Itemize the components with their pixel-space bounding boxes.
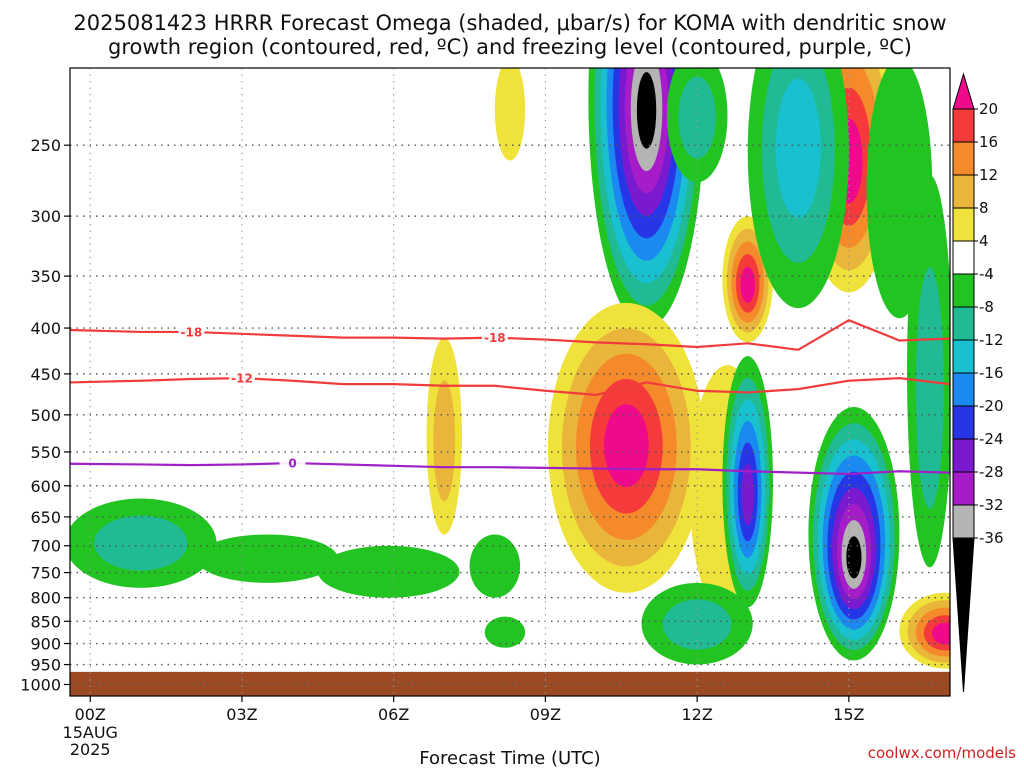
omega-band-f6-8 [846,536,862,579]
y-tick-label-650: 650 [30,508,61,527]
colorbar-label--4: -4 [979,265,994,283]
colorbar-label--36: -36 [979,529,1004,547]
colorbar-swatch-10 [952,405,975,440]
colorbar-label-16: 16 [979,133,998,151]
colorbar: 20 16 12 8 4 -4 -8 -12 -16 -20 -24 -28 -32 -36 [952,72,1004,693]
colorbar-swatch-1 [952,108,975,143]
y-tick-label-600: 600 [30,477,61,496]
colorbar-label--12: -12 [979,331,1004,349]
temperature-contours: -18 -18 -12 0 [70,318,950,476]
contour-line--18 [70,318,950,351]
omega-band-f11-4 [931,622,950,645]
x-tick-label-09Z: 09Z [530,705,561,724]
contour-label-bg--18-0 [178,324,205,339]
colorbar-swatch-12 [952,471,975,506]
y-tick-label-1000: 1000 [20,676,61,695]
terrain-surface [70,671,950,696]
omega-band-f18-0 [469,534,521,598]
omega-band-f0-8 [636,72,657,149]
omega-band-f19-0 [484,616,526,648]
colorbar-label-4: 4 [979,232,989,250]
contour-label--18-0: -18 [181,325,203,339]
x-tick-label-00Z: 00Z [75,705,106,724]
contour-line-0 [70,461,950,476]
y-tick-label-950: 950 [30,656,61,675]
colorbar-label-20: 20 [979,100,998,118]
omega-band-f13-0 [494,68,526,161]
colorbar-label--32: -32 [979,496,1004,514]
colorbar-swatch-bottom-arrow [952,537,975,693]
y-tick-label-300: 300 [30,207,61,226]
colorbar-label-8: 8 [979,199,989,217]
contour-label--12-0: -12 [231,372,253,386]
y-axis: 250 300 350 400 450 500 550 600 650 700 750 800 850 9… [20,136,70,695]
y-tick-label-900: 900 [30,635,61,654]
y-tick-label-550: 550 [30,443,61,462]
contour-label-bg--18-1 [481,330,508,345]
omega-band-f5-4 [740,266,755,303]
colorbar-label-12: 12 [979,166,998,184]
colorbar-swatch-9 [952,372,975,407]
omega-band-f7-5 [741,464,754,525]
x-axis-title: Forecast Time (UTC) [419,748,600,768]
plot-frame [69,67,951,697]
colorbar-swatch-6 [952,273,975,308]
omega-band-f9-2 [775,78,821,218]
colorbar-label--16: -16 [979,364,1004,382]
chart-title-line-1: 2025081423 HRRR Forecast Omega (shaded, … [73,11,946,35]
x-tick-label-15Z: 15Z [833,705,864,724]
contour-label-0-0: 0 [288,457,296,471]
y-tick-label-800: 800 [30,589,61,608]
contour-label--18-1: -18 [484,331,506,345]
colorbar-swatch-2 [952,141,975,176]
y-tick-label-400: 400 [30,319,61,338]
omega-band-f17-0 [317,545,460,598]
colorbar-label--20: -20 [979,397,1004,415]
omega-band-f2-4 [603,404,649,488]
y-tick-label-350: 350 [30,267,61,286]
y-tick-label-250: 250 [30,136,61,155]
colorbar-label--28: -28 [979,463,1004,481]
colorbar-swatch-11 [952,438,975,473]
x-date-label: 15AUG [63,723,118,742]
plot-area: -18 -18 -12 0 [69,67,951,697]
x-tick-label-06Z: 06Z [378,705,409,724]
colorbar-swatch-3 [952,174,975,209]
omega-band-f8-1 [662,599,732,650]
omega-band-f16-0 [196,534,339,583]
omega-band-f15-1 [94,515,188,571]
colorbar-swatch-4 [952,207,975,242]
x-year-label: 2025 [70,740,111,759]
credit-link[interactable]: coolwx.com/models [868,744,1016,762]
contour-label-bg--12-0 [228,371,255,386]
colorbar-swatch-top-arrow [952,72,975,110]
colorbar-label--8: -8 [979,298,994,316]
colorbar-label--24: -24 [979,430,1004,448]
omega-band-f1-1 [678,76,716,159]
omega-band-f14-1 [433,380,456,502]
colorbar-swatch-7 [952,306,975,341]
x-tick-label-03Z: 03Z [226,705,257,724]
contour-label-bg-0-0 [279,456,306,471]
y-tick-label-750: 750 [30,564,61,583]
omega-shading [70,68,950,669]
colorbar-swatch-5 [952,240,975,275]
x-tick-label-12Z: 12Z [681,705,712,724]
y-tick-label-450: 450 [30,365,61,384]
y-tick-label-500: 500 [30,406,61,425]
colorbar-swatch-13 [952,504,975,539]
y-tick-label-700: 700 [30,537,61,556]
gridlines [70,68,950,696]
chart-title-line-2: growth region (contoured, red, ºC) and f… [108,35,912,59]
colorbar-swatch-8 [952,339,975,374]
y-tick-label-850: 850 [30,612,61,631]
